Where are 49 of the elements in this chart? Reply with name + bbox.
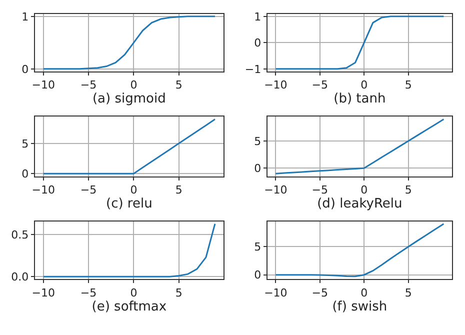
x-tick-label: −10 xyxy=(32,78,55,92)
y-tick-label: 5 xyxy=(22,137,29,150)
y-tick-label: 5 xyxy=(254,240,262,254)
line-series xyxy=(274,223,444,278)
x-tick-label: −10 xyxy=(264,286,288,300)
x-tick-label: −10 xyxy=(264,184,288,196)
x-tick-label: −5 xyxy=(80,184,97,196)
line-series xyxy=(42,223,216,278)
x-tick-label: −5 xyxy=(80,286,97,300)
x-tick-label: −10 xyxy=(32,184,55,196)
x-tick-label: 0 xyxy=(360,184,368,196)
x-tick-label: 0 xyxy=(130,78,138,92)
x-tick-label: 0 xyxy=(130,184,138,196)
y-tick-label: 0 xyxy=(254,36,262,50)
y-tick-label: 5 xyxy=(254,134,262,148)
y-tick-label: 0 xyxy=(254,268,262,282)
x-axis-title: (e) softmax xyxy=(92,299,167,314)
x-axis-title: (c) relu xyxy=(106,196,152,212)
x-tick-label: −5 xyxy=(312,184,328,196)
x-tick-label: −5 xyxy=(312,286,328,300)
x-tick-label: 5 xyxy=(404,184,412,196)
x-tick-label: 5 xyxy=(175,78,182,92)
x-tick-label: 0 xyxy=(360,78,368,92)
x-tick-label: −5 xyxy=(80,78,97,92)
x-tick-label: 5 xyxy=(175,184,182,196)
y-tick-label: 0.0 xyxy=(11,270,29,284)
line-series xyxy=(42,16,216,70)
y-tick-label: 0 xyxy=(22,62,29,76)
x-tick-label: 5 xyxy=(404,78,412,92)
y-tick-label: 1 xyxy=(22,10,29,24)
x-axis-title: (d) leakyRelu xyxy=(317,196,402,212)
line-series xyxy=(274,118,444,174)
x-tick-label: 0 xyxy=(360,286,368,300)
y-tick-label: 0 xyxy=(254,162,262,176)
x-tick-label: 5 xyxy=(404,286,412,300)
x-tick-label: −10 xyxy=(264,78,288,92)
line-series xyxy=(274,16,444,70)
y-tick-label: 0.5 xyxy=(11,228,29,242)
x-axis-title: (a) sigmoid xyxy=(92,92,166,107)
x-tick-label: −10 xyxy=(32,286,55,300)
y-tick-label: 1 xyxy=(254,10,262,24)
x-tick-label: 0 xyxy=(130,286,138,300)
line-series xyxy=(42,118,216,174)
x-tick-label: −5 xyxy=(312,78,328,92)
x-tick-label: 5 xyxy=(175,286,182,300)
y-tick-label: 0 xyxy=(22,167,29,180)
x-axis-title: (f) swish xyxy=(332,299,388,314)
y-tick-label: −1 xyxy=(244,62,262,76)
x-axis-title: (b) tanh xyxy=(334,92,386,107)
